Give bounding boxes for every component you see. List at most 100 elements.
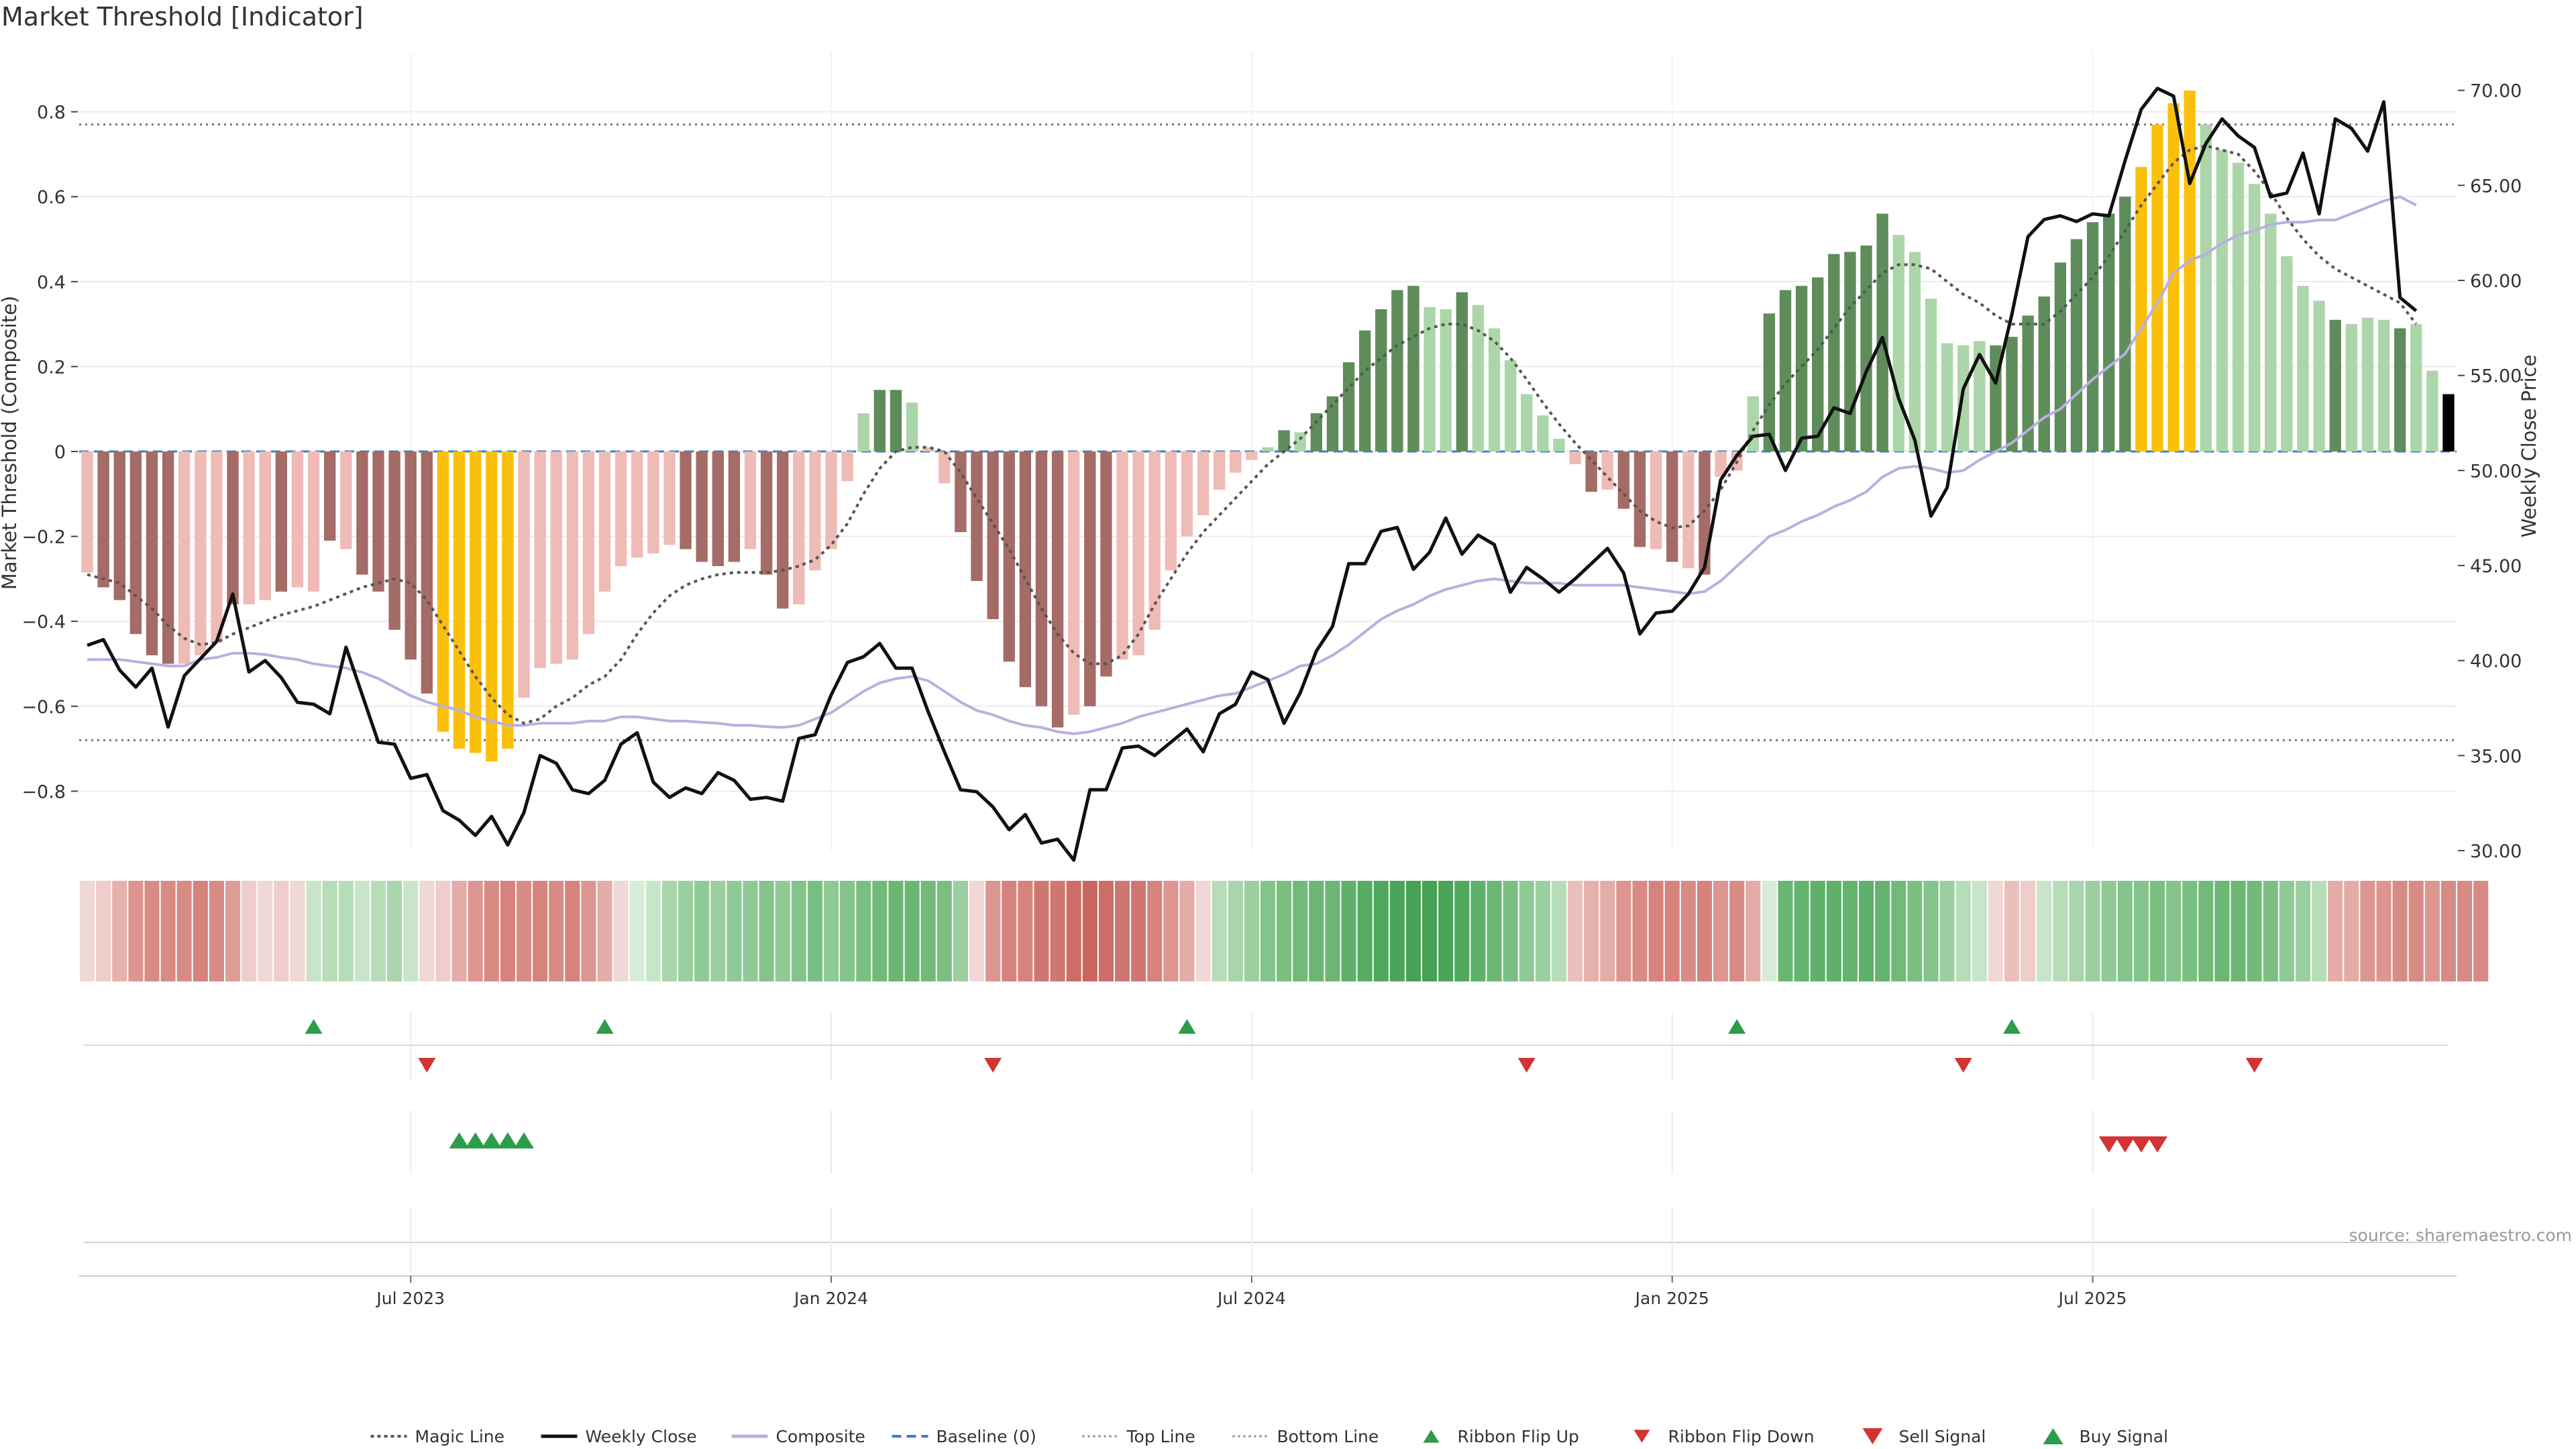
composite-bar xyxy=(582,451,595,635)
ribbon-cell xyxy=(1066,881,1081,981)
ribbon-cell xyxy=(1341,881,1356,981)
ribbon-cell xyxy=(290,881,305,981)
ribbon-cell xyxy=(694,881,710,981)
composite-bar xyxy=(1909,252,1921,451)
composite-bar xyxy=(793,451,805,604)
left-tick-label: 0.8 xyxy=(37,103,66,123)
ribbon-cell xyxy=(1082,881,1097,981)
composite-bar xyxy=(1715,451,1727,477)
ribbon-cell xyxy=(2117,881,2133,981)
composite-bar xyxy=(760,451,773,575)
composite-bar xyxy=(2232,162,2245,451)
legend-label: Composite xyxy=(776,1427,865,1446)
buy-signal-marker xyxy=(449,1132,470,1148)
composite-bar xyxy=(2216,150,2229,451)
legend-item: Baseline (0) xyxy=(892,1427,1036,1446)
ribbon-cell xyxy=(2053,881,2068,981)
composite-bar xyxy=(906,402,918,451)
ribbon-cell xyxy=(2457,881,2473,981)
ribbon-cell xyxy=(1729,881,1745,981)
ribbon-cell xyxy=(1018,881,1033,981)
ribbon-cell xyxy=(533,881,548,981)
ribbon-cell xyxy=(2376,881,2392,981)
ribbon-cell xyxy=(387,881,402,981)
legend-label: Sell Signal xyxy=(1899,1427,1986,1446)
ribbon-cell xyxy=(1260,881,1276,981)
composite-bar xyxy=(2006,337,2018,451)
magic-line xyxy=(87,144,2418,725)
composite-bar xyxy=(502,451,514,749)
composite-bar xyxy=(1148,451,1161,630)
ribbon-cell xyxy=(403,881,419,981)
composite-bar xyxy=(1925,299,1937,451)
composite-bar xyxy=(1488,328,1501,451)
left-axis-label: Market Threshold (Composite) xyxy=(0,296,21,590)
composite-bar xyxy=(1601,451,1613,490)
left-tick-label: −0.6 xyxy=(21,697,66,718)
ribbon-cell xyxy=(1195,881,1211,981)
ribbon-cell xyxy=(2166,881,2182,981)
right-tick-label: 55.00 xyxy=(2470,366,2522,387)
ribbon-cell xyxy=(468,881,483,981)
composite-bar xyxy=(307,451,320,592)
ribbon-cell xyxy=(1648,881,1664,981)
composite-bar xyxy=(340,451,352,549)
ribbon-cell xyxy=(1454,881,1470,981)
legend-symbol-up-triangle-icon xyxy=(2043,1428,2063,1444)
ribbon-cell xyxy=(1503,881,1518,981)
ribbon-cell xyxy=(2182,881,2198,981)
composite-bar xyxy=(81,451,93,573)
right-axis-label: Weekly Close Price xyxy=(2518,355,2540,538)
ribbon-cell xyxy=(1147,881,1163,981)
ribbon-cell xyxy=(2037,881,2052,981)
composite-bar xyxy=(1892,235,1904,451)
composite-bar xyxy=(1876,213,1888,451)
ribbon-cell xyxy=(1794,881,1809,981)
ribbon-cell xyxy=(840,881,855,981)
composite-bar xyxy=(598,451,611,592)
left-tick-label: −0.8 xyxy=(21,782,66,802)
ribbon-cell xyxy=(985,881,1001,981)
ribbon-flip-down-marker xyxy=(2245,1058,2263,1073)
composite-bar xyxy=(2054,262,2067,451)
ribbon-cell xyxy=(1988,881,2003,981)
left-tick-label: 0.4 xyxy=(37,272,66,293)
composite-bars xyxy=(81,90,2455,762)
legend-item: Magic Line xyxy=(370,1427,504,1446)
legend-item: Buy Signal xyxy=(2043,1427,2168,1446)
ribbon-cell xyxy=(2263,881,2278,981)
ribbon-cell xyxy=(1244,881,1259,981)
ribbon-flip-up-marker xyxy=(2003,1019,2021,1034)
composite-bar xyxy=(421,451,433,694)
composite-bar xyxy=(744,451,757,549)
ribbon-cell xyxy=(80,881,95,981)
composite-bar xyxy=(2038,296,2050,451)
chart-legend: Magic Line Weekly Close Composite Baseline … xyxy=(370,1427,2168,1446)
ribbon-cell xyxy=(500,881,515,981)
composite-bar xyxy=(437,451,449,732)
composite-bar xyxy=(2184,90,2196,451)
ribbon-cell xyxy=(888,881,904,981)
composite-bar xyxy=(680,451,692,549)
ribbon-cell xyxy=(807,881,823,981)
composite-bar xyxy=(1974,341,1986,451)
ribbon-cell xyxy=(597,881,612,981)
ribbon-flip-down-marker xyxy=(1517,1058,1536,1073)
left-tick-label: −0.2 xyxy=(21,527,66,548)
composite-bar xyxy=(777,451,789,609)
ribbon-cell xyxy=(661,881,678,981)
ribbon-cell xyxy=(2279,881,2294,981)
ribbon-cell xyxy=(2424,881,2440,981)
ribbon-cell xyxy=(2198,881,2214,981)
ribbon-cell xyxy=(1487,881,1502,981)
composite-bar xyxy=(1100,451,1112,677)
ribbon-cell xyxy=(872,881,888,981)
ribbon-cell xyxy=(1826,881,1841,981)
ribbon-cell xyxy=(2344,881,2359,981)
ribbon-cell xyxy=(96,881,111,981)
x-tick-label: Jan 2024 xyxy=(793,1289,868,1308)
composite-bar xyxy=(841,451,853,482)
ribbon-cell xyxy=(936,881,952,981)
composite-bar xyxy=(873,390,886,451)
composite-bar xyxy=(1213,451,1226,490)
